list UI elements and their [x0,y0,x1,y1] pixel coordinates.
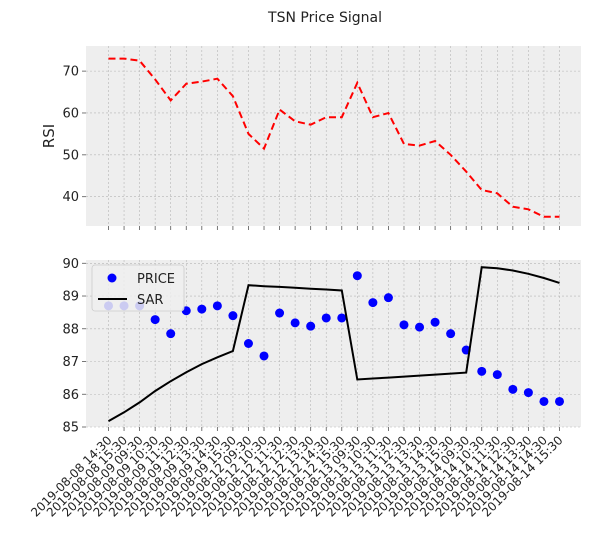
y-axis-label: RSI [40,124,58,148]
price-point [383,293,393,303]
legend-label: SAR [137,293,163,308]
price-point [368,298,378,308]
y-tick-label: 70 [62,65,79,80]
sar-line [108,266,560,422]
y-tick-label: 88 [62,322,79,337]
legend-label: PRICE [137,272,175,287]
price-point [243,339,253,348]
price-point [539,396,549,406]
price-point [150,315,160,325]
price-point [477,366,487,376]
price-point [228,311,238,321]
price-point [306,321,316,331]
price-point [492,370,502,380]
legend-marker-price [107,273,117,283]
price-point [321,313,331,323]
price-point [508,384,518,394]
price-point [259,351,269,361]
price-point [275,308,285,318]
price-point [523,388,533,398]
y-tick-label: 60 [62,106,79,121]
price-point [212,301,222,311]
price-point [415,322,425,332]
rsi-panel: 40 50 60 70 RSI [40,46,581,230]
price-point [290,318,300,328]
y-tick-label: 40 [62,190,79,205]
y-tick-label: 89 [62,290,79,305]
price-point [555,396,564,406]
price-point [166,329,176,339]
price-point [352,271,362,281]
plot-area [86,46,581,226]
y-tick-label: 86 [62,388,79,403]
y-tick-label: 50 [62,148,79,163]
price-point [399,320,409,330]
price-point [337,313,347,323]
chart-title: TSN Price Signal [267,10,382,26]
y-tick-label: 87 [62,355,79,370]
y-tick-label: 85 [62,421,79,436]
legend: PRICE SAR [91,264,185,312]
price-point [197,304,207,314]
rsi-line [108,57,560,218]
y-tick-label: 90 [62,257,79,272]
price-point [430,317,440,327]
price-point [446,329,456,339]
